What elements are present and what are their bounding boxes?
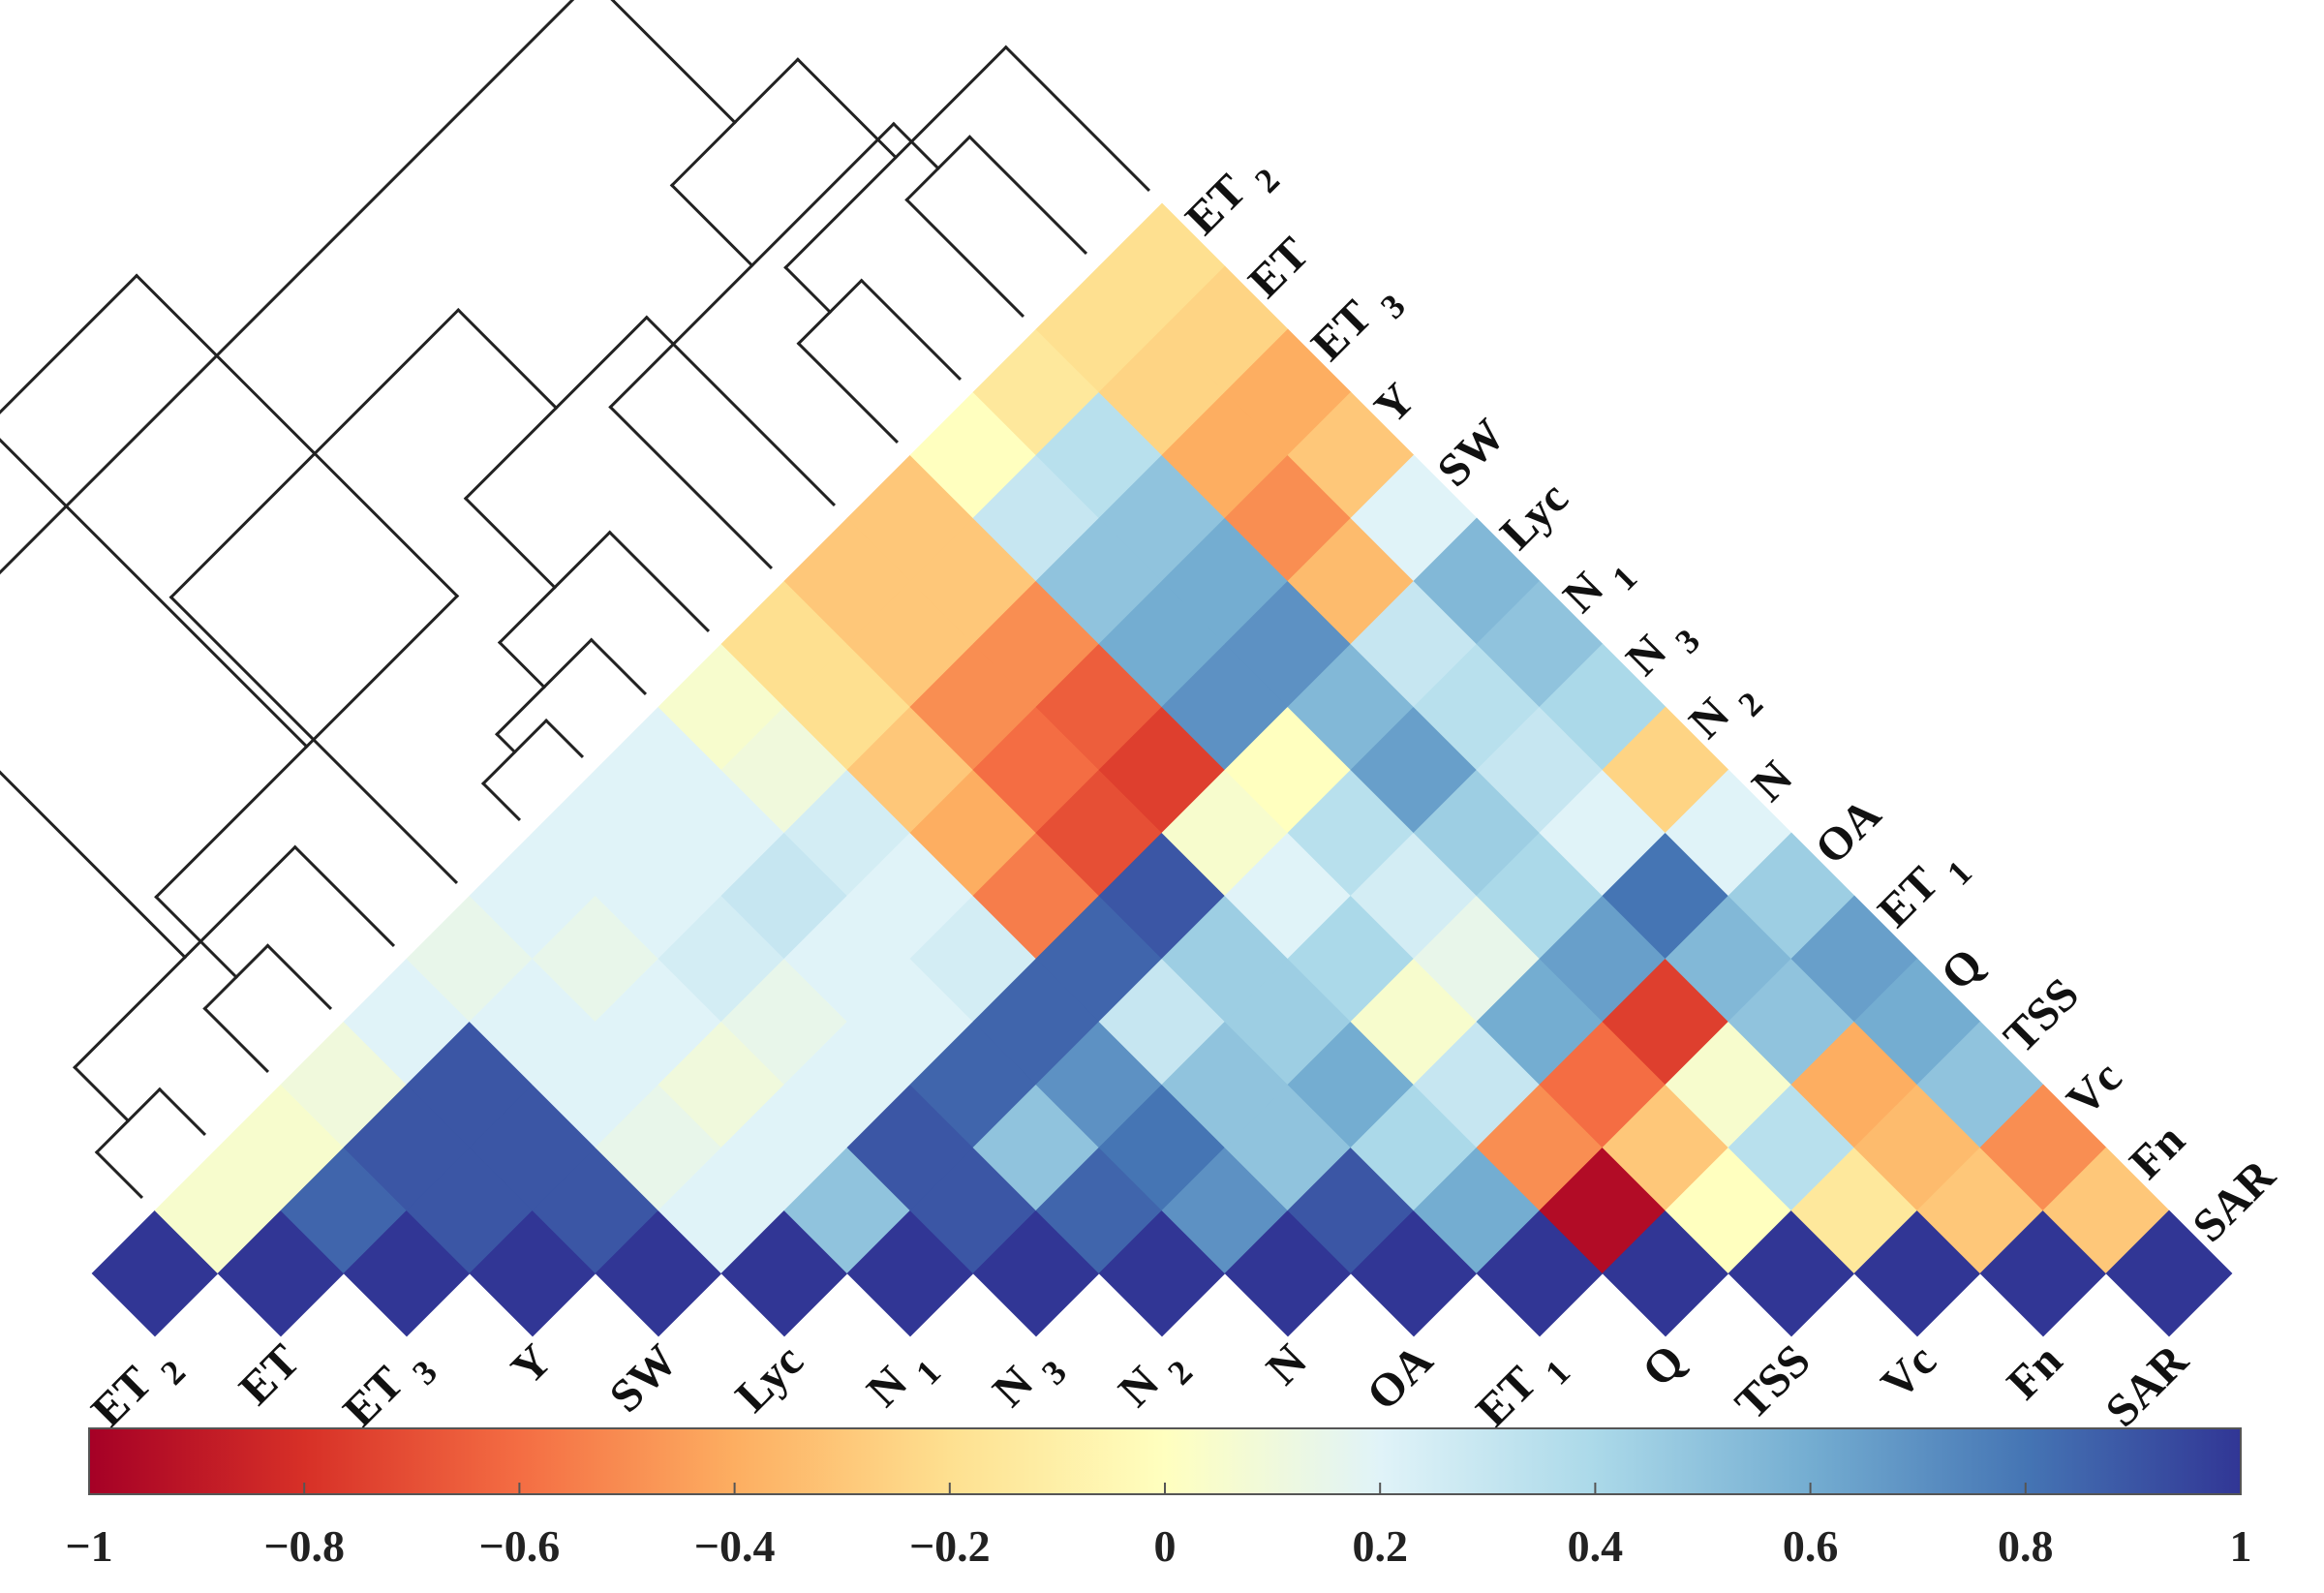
- dendrogram-branch: [589, 637, 648, 696]
- bottom-axis-label: N1: [857, 1334, 948, 1425]
- bottom-axis-label: Lyc: [726, 1334, 813, 1422]
- bottom-axis-label: Y: [502, 1334, 562, 1394]
- dendrogram: [0, 0, 1151, 1200]
- dendrogram-branch: [157, 1087, 207, 1137]
- dendrogram-branch: [94, 1149, 144, 1200]
- dendrogram-branch: [463, 496, 558, 590]
- bottom-axis-label: TSS: [1726, 1334, 1820, 1429]
- dendrogram-branch: [0, 438, 309, 750]
- bottom-axis-label: N3: [983, 1334, 1074, 1425]
- dendrogram-branch: [0, 770, 188, 960]
- dendrogram-branch: [495, 732, 517, 754]
- bottom-axis-label: Vc: [1872, 1334, 1946, 1409]
- dendrogram-branch: [795, 57, 899, 160]
- dendrogram-branch: [607, 530, 711, 633]
- colorbar-tick-label: 0: [1154, 1521, 1177, 1571]
- dendrogram-branch: [904, 198, 1025, 319]
- bottom-axis-label: Fn: [1998, 1334, 2072, 1409]
- dendrogram-branch: [265, 943, 333, 1011]
- heatmap-cell: [2105, 1210, 2233, 1337]
- dendrogram-branch: [891, 121, 941, 171]
- dendrogram-branch: [480, 781, 522, 822]
- bottom-axis-label: SAR: [2095, 1333, 2198, 1436]
- colorbar-tick-label: 0.6: [1783, 1521, 1839, 1571]
- dendrogram-branch: [456, 307, 559, 411]
- colorbar-tick-label: −0.2: [909, 1521, 991, 1571]
- colorbar-tick-label: −0.4: [694, 1521, 776, 1571]
- dendrogram-branch: [608, 405, 774, 570]
- dendrogram-branch: [292, 844, 396, 948]
- dendrogram-branch: [859, 278, 963, 382]
- dendrogram-branch: [669, 183, 754, 268]
- dendrogram-branch: [967, 135, 1088, 256]
- dendrogram-branch: [134, 273, 318, 456]
- colorbar: −1 −0.8 −0.6 −0.4 −0.2 0 0.2 0.4 0.6 0.8 1: [65, 1427, 2252, 1571]
- dendrogram-branch: [796, 341, 900, 444]
- colorbar-tick-label: −1: [65, 1521, 112, 1571]
- diagonal-axis-label: TSS: [1994, 968, 2089, 1063]
- colorbar-tick-label: 0.4: [1568, 1521, 1624, 1571]
- bottom-axis-label: N: [1257, 1334, 1317, 1394]
- colorbar-tick-label: 0.2: [1352, 1521, 1408, 1571]
- bottom-axis-label: N2: [1109, 1334, 1200, 1425]
- colorbar-tick-label: −0.8: [263, 1521, 345, 1571]
- dendrogram-branch: [1003, 45, 1151, 193]
- colorbar-tick-label: 0.8: [1998, 1521, 2054, 1571]
- dendrogram-branch: [497, 640, 547, 689]
- dendrogram-branch: [0, 0, 575, 575]
- dendrogram-branch: [154, 895, 239, 980]
- colorbar-tick-label: −0.6: [479, 1521, 561, 1571]
- bottom-axis-label: ET: [229, 1334, 310, 1415]
- bottom-axis-label: Q: [1633, 1334, 1695, 1396]
- diagonal-axis-label: SAR: [2183, 1149, 2285, 1251]
- dendrogram-branch: [610, 0, 738, 125]
- dendrogram-branch: [312, 451, 460, 598]
- dendrogram-branch: [202, 1006, 270, 1074]
- dendrogram-branch: [73, 1065, 131, 1123]
- bottom-axis-label: SW: [599, 1334, 687, 1422]
- dendrogram-branch: [644, 315, 837, 507]
- dendrogram-branch: [543, 718, 585, 759]
- dendrogram-branch: [0, 273, 139, 414]
- dendrogram-branch: [783, 265, 833, 315]
- heatmap-cells: [91, 202, 2233, 1337]
- colorbar-tick-label: 1: [2230, 1521, 2252, 1571]
- bottom-axis-label: OA: [1357, 1334, 1443, 1421]
